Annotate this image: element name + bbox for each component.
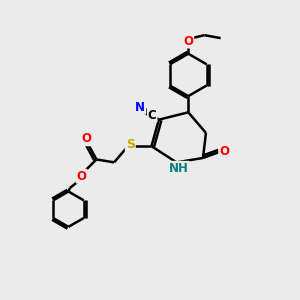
Text: O: O: [183, 34, 193, 48]
Text: O: O: [82, 132, 92, 145]
Text: N: N: [135, 100, 145, 113]
Text: C: C: [148, 109, 157, 122]
Text: O: O: [77, 170, 87, 183]
Text: S: S: [126, 139, 135, 152]
Text: NH: NH: [169, 162, 189, 175]
Text: O: O: [219, 145, 229, 158]
